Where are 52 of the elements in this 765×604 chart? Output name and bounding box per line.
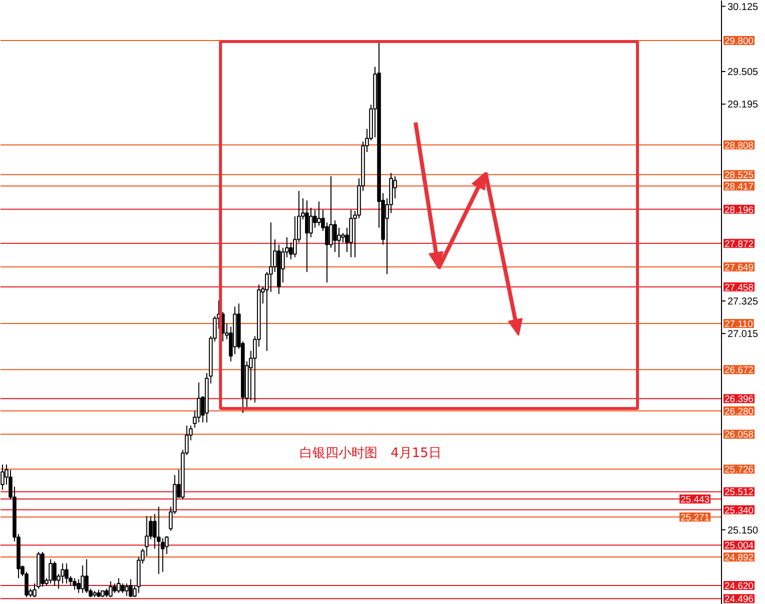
ref-line-label: 26.396 (724, 394, 754, 406)
candlestick (108, 580, 113, 598)
candlestick (305, 200, 309, 272)
ref-line-label: 25.443 (680, 494, 710, 506)
y-tick-label: 25.150 (728, 525, 759, 536)
candlestick (317, 200, 321, 226)
ref-line-label: 25.340 (724, 505, 754, 516)
annotation: 白银四小时图 4月15日 (300, 446, 442, 461)
ref-line-label: 26.280 (724, 406, 754, 418)
candlestick (156, 506, 161, 574)
ref-line-label: 24.620 (724, 581, 754, 592)
candlestick (337, 227, 341, 258)
candlestick (144, 516, 149, 557)
y-tick-label: 27.325 (728, 296, 759, 308)
ref-line-label: 25.004 (724, 540, 754, 552)
ref-line-label: 24.892 (724, 552, 754, 564)
ref-line-label: 26.058 (724, 430, 754, 441)
candlestick (52, 560, 56, 586)
candlestick (341, 232, 345, 244)
candlestick (0, 464, 4, 490)
candlestick (76, 578, 81, 594)
candlestick (120, 582, 125, 594)
ref-line-label: 24.496 (724, 594, 754, 604)
candlestick (164, 536, 169, 554)
ref-line-label: 25.512 (724, 487, 754, 498)
ref-line-label: 27.649 (724, 262, 754, 274)
ref-line-label: 28.808 (724, 140, 754, 152)
candlestick (116, 578, 121, 594)
ref-line-label: 25.271 (680, 512, 710, 524)
candlestick (309, 207, 313, 238)
y-tick-label: 27.015 (728, 329, 759, 340)
ref-line-label: 28.417 (724, 182, 754, 193)
ref-line-label: 26.672 (724, 365, 754, 376)
y-tick-label: 29.505 (728, 67, 759, 78)
y-tick-label: 29.195 (728, 100, 759, 111)
candlestick (80, 565, 85, 594)
candlestick (160, 538, 165, 572)
ref-line-label: 25.726 (724, 464, 754, 476)
ref-line-label: 27.458 (724, 282, 754, 294)
ref-line-label: 27.872 (724, 238, 754, 250)
ref-line-label: 29.800 (724, 36, 754, 47)
candlestick (84, 558, 89, 594)
ref-line-label: 28.196 (724, 204, 754, 216)
candlestick (124, 582, 129, 597)
ref-line-label: 27.110 (724, 319, 753, 330)
candlestick (72, 578, 77, 590)
candlestick (64, 562, 68, 584)
candlestick (112, 582, 117, 594)
candlestick (48, 558, 52, 584)
candlestick (128, 578, 133, 598)
y-tick-label: 30.125 (728, 2, 759, 13)
ref-line-label: 28.525 (724, 170, 754, 182)
